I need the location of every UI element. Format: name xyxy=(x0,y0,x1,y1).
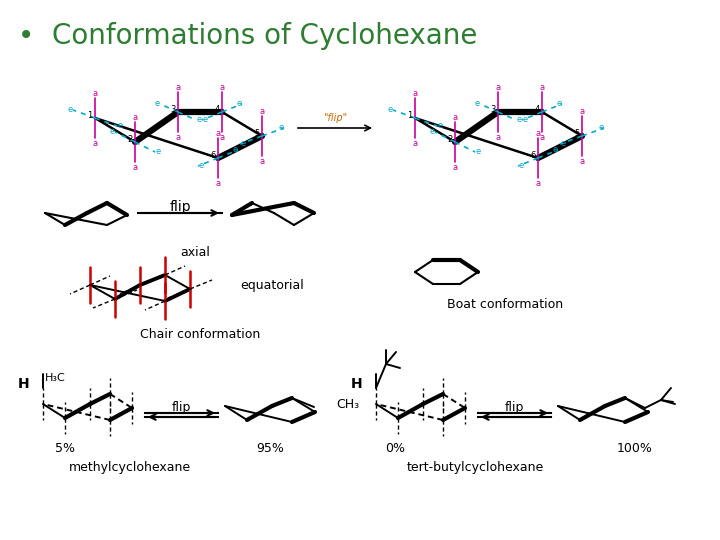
Text: H: H xyxy=(351,377,362,391)
Text: a: a xyxy=(132,112,138,122)
Text: e: e xyxy=(279,124,284,132)
Text: 100%: 100% xyxy=(617,442,653,455)
Text: equatorial: equatorial xyxy=(240,279,304,292)
Text: e: e xyxy=(68,105,73,114)
Text: 0%: 0% xyxy=(385,442,405,455)
Text: methylcyclohexane: methylcyclohexane xyxy=(69,462,191,475)
Text: a: a xyxy=(215,129,220,138)
Text: a: a xyxy=(413,138,418,147)
Text: a: a xyxy=(215,179,220,187)
Text: 6: 6 xyxy=(210,152,216,160)
Text: 95%: 95% xyxy=(256,442,284,455)
Text: a: a xyxy=(536,129,541,138)
Text: flip: flip xyxy=(172,401,192,414)
Text: H: H xyxy=(17,377,29,391)
Text: a: a xyxy=(495,132,500,141)
Text: e: e xyxy=(475,147,481,157)
Text: 1: 1 xyxy=(408,111,413,120)
Text: H₃C: H₃C xyxy=(45,373,66,383)
Text: 2: 2 xyxy=(127,136,132,145)
Text: a: a xyxy=(539,83,544,91)
Text: 6: 6 xyxy=(531,152,536,160)
Text: a: a xyxy=(92,138,98,147)
Text: e: e xyxy=(598,124,603,132)
Text: a: a xyxy=(259,157,264,165)
Text: CH₃: CH₃ xyxy=(336,397,359,410)
Text: e: e xyxy=(199,161,204,171)
Text: "flip": "flip" xyxy=(323,113,347,123)
Text: e: e xyxy=(387,105,392,114)
Text: a: a xyxy=(220,132,225,141)
Text: 5: 5 xyxy=(575,130,580,138)
Text: 5: 5 xyxy=(254,130,260,138)
Text: e: e xyxy=(552,145,557,154)
Text: a: a xyxy=(176,132,181,141)
Text: e: e xyxy=(474,99,480,109)
Text: a: a xyxy=(132,163,138,172)
Text: flip: flip xyxy=(169,200,191,214)
Text: e: e xyxy=(154,99,160,109)
Text: e: e xyxy=(236,99,242,109)
Text: a: a xyxy=(176,83,181,91)
Text: Boat conformation: Boat conformation xyxy=(447,299,563,312)
Text: a: a xyxy=(92,89,98,98)
Text: e: e xyxy=(518,161,523,171)
Text: a: a xyxy=(580,106,585,116)
Text: a: a xyxy=(580,157,585,165)
Text: a: a xyxy=(259,106,264,116)
Text: 5%: 5% xyxy=(55,442,75,455)
Text: e: e xyxy=(202,116,207,125)
Text: a: a xyxy=(495,83,500,91)
Text: e: e xyxy=(437,122,443,131)
Text: •  Conformations of Cyclohexane: • Conformations of Cyclohexane xyxy=(18,22,477,50)
Text: e: e xyxy=(523,116,528,125)
Text: 4: 4 xyxy=(215,105,220,114)
Text: 1: 1 xyxy=(87,111,93,120)
Text: e: e xyxy=(516,116,521,125)
Text: tert-butylcyclohexane: tert-butylcyclohexane xyxy=(406,462,544,475)
Text: e: e xyxy=(240,139,246,148)
Text: e: e xyxy=(560,139,566,148)
Text: e: e xyxy=(233,145,238,154)
Text: a: a xyxy=(539,132,544,141)
Text: 4: 4 xyxy=(534,105,539,114)
Text: Chair conformation: Chair conformation xyxy=(140,328,260,341)
Text: a: a xyxy=(452,112,458,122)
Text: e: e xyxy=(156,147,161,157)
Text: a: a xyxy=(220,83,225,91)
Text: a: a xyxy=(413,89,418,98)
Text: 2: 2 xyxy=(447,136,453,145)
Text: flip: flip xyxy=(505,401,524,414)
Text: e: e xyxy=(109,127,114,137)
Text: e: e xyxy=(197,116,202,125)
Text: e: e xyxy=(429,127,435,137)
Text: a: a xyxy=(536,179,541,187)
Text: 3: 3 xyxy=(490,105,495,114)
Text: 3: 3 xyxy=(171,105,176,114)
Text: e: e xyxy=(117,122,122,131)
Text: a: a xyxy=(452,163,458,172)
Text: e: e xyxy=(557,99,562,109)
Text: axial: axial xyxy=(180,246,210,259)
